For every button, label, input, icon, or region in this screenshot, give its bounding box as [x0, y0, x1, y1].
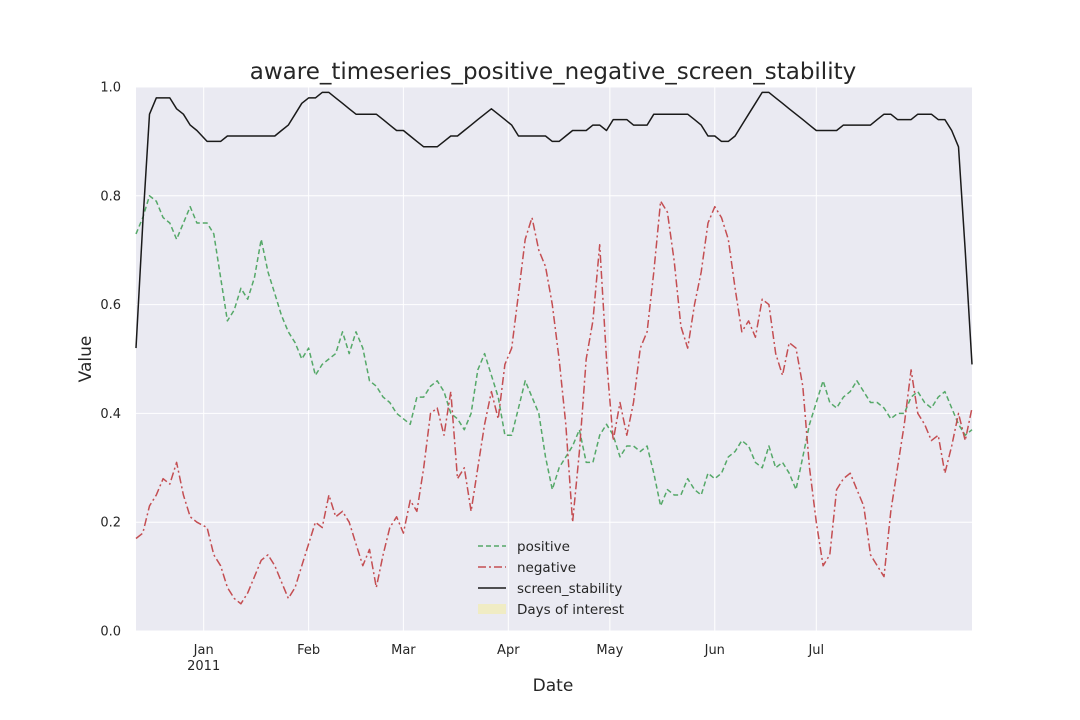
series-line-positive [135, 195, 973, 507]
x-tick-label: Feb [297, 643, 320, 658]
legend-label: screen_stability [517, 581, 622, 597]
series-line-screen-stability [135, 91, 973, 365]
legend: positive negative screen_stability Days of … [478, 539, 624, 618]
x-tick-label: Jul [807, 643, 824, 658]
x-tick-label: Apr [497, 643, 520, 658]
x-axis-label: Date [533, 676, 574, 696]
x-tick-label: Mar [391, 643, 416, 658]
y-tick-label: 0.4 [100, 407, 121, 422]
legend-swatch [478, 604, 506, 614]
x-tick-label: Jun [704, 643, 725, 658]
y-axis-label: Value [76, 336, 96, 383]
y-tick-label: 0.8 [100, 189, 121, 204]
x-tick-sublabel: 2011 [187, 659, 220, 674]
x-tick-label: May [596, 643, 623, 658]
legend-label: negative [517, 560, 576, 576]
legend-label: Days of interest [517, 602, 624, 618]
chart-title: aware_timeseries_positive_negative_scree… [250, 59, 856, 85]
y-tick-labels: 0.0 0.2 0.4 0.6 0.8 1.0 [100, 81, 121, 640]
series-line-negative [135, 200, 973, 605]
y-tick-label: 0.6 [100, 298, 121, 313]
y-tick-label: 1.0 [100, 81, 121, 96]
series-layer [135, 91, 973, 605]
y-tick-label: 0.2 [100, 516, 121, 531]
y-tick-label: 0.0 [100, 625, 121, 640]
grid-lines [136, 86, 972, 632]
legend-label: positive [517, 539, 570, 555]
plot-area [136, 87, 972, 631]
x-tick-label: Jan [193, 643, 214, 658]
